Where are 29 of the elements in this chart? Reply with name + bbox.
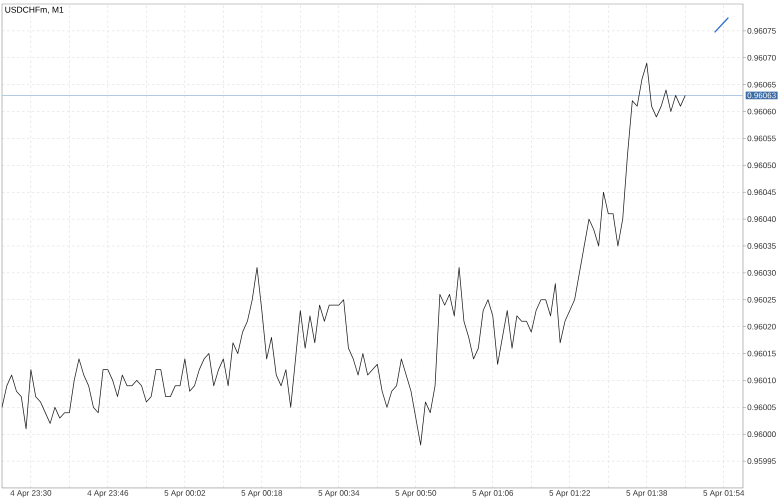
y-tick-label: 0.96010 — [748, 378, 776, 384]
chart-title: USDCHFm, M1 — [5, 6, 64, 14]
y-tick-label: 0.96025 — [748, 296, 776, 303]
x-tick-label: 4 Apr 23:46 — [87, 490, 128, 498]
y-tick-label: 0.95995 — [748, 458, 776, 464]
x-tick-label: 5 Apr 01:22 — [549, 490, 590, 498]
y-tick-label: 0.96015 — [748, 350, 776, 356]
ref-line-label: 0.96063 — [748, 92, 776, 98]
x-tick-label: 4 Apr 23:30 — [10, 490, 52, 498]
y-tick-label: 0.96060 — [748, 108, 776, 114]
x-tick-label: 5 Apr 00:02 — [164, 490, 206, 498]
y-tick-label: 0.96000 — [748, 431, 776, 438]
x-tick-label: 5 Apr 01:54 — [703, 490, 744, 498]
y-tick-label: 0.96035 — [748, 243, 776, 249]
y-tick-label: 0.96065 — [748, 82, 776, 88]
x-tick-label: 5 Apr 01:06 — [472, 490, 514, 498]
y-tick-label: 0.96050 — [748, 162, 776, 168]
y-tick-label: 0.96020 — [748, 324, 776, 330]
x-tick-label: 5 Apr 00:34 — [318, 490, 360, 498]
y-tick-label: 0.96030 — [748, 270, 776, 276]
y-tick-label: 0.96055 — [748, 136, 776, 142]
y-tick-label: 0.96005 — [748, 404, 776, 410]
x-tick-label: 5 Apr 00:18 — [241, 490, 282, 498]
x-tick-label: 5 Apr 01:38 — [626, 490, 668, 498]
y-tick-label: 0.96040 — [748, 216, 776, 222]
y-tick-label: 0.96070 — [748, 54, 776, 61]
x-tick-label: 5 Apr 00:50 — [395, 490, 436, 498]
y-tick-label: 0.96045 — [748, 189, 776, 196]
y-tick-label: 0.96075 — [748, 28, 776, 34]
